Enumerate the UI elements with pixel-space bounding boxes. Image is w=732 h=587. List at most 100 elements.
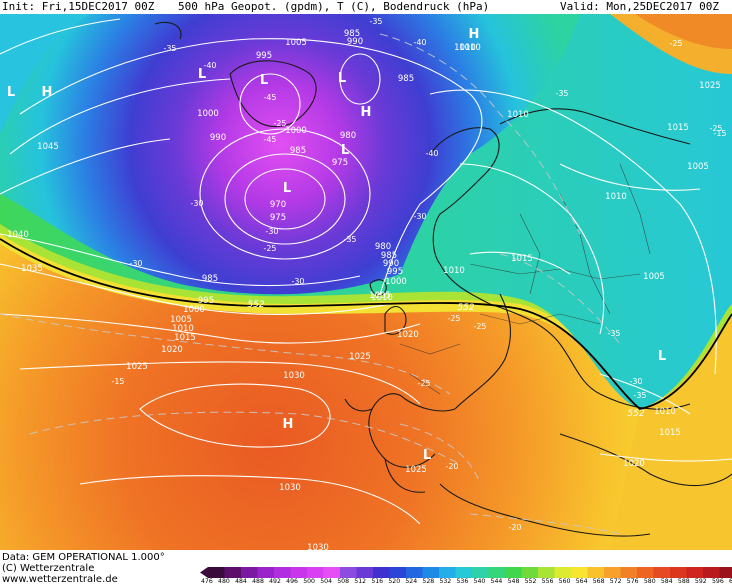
pressure-center-label: H bbox=[361, 105, 372, 120]
legend-tick: 596 bbox=[711, 578, 724, 585]
map-canvas: 1005 985 990 995 1010 985 1000 990 1000 … bbox=[0, 14, 732, 550]
temp-label: -30 bbox=[190, 199, 203, 208]
temp-label: -40 bbox=[413, 38, 426, 47]
init-time: Init: Fri,15DEC2017 00Z bbox=[2, 0, 155, 13]
pressure-label: 1005 bbox=[643, 272, 665, 282]
pressure-label: 1015 bbox=[667, 123, 689, 133]
legend-tick: 580 bbox=[643, 578, 656, 585]
pressure-label: 1015 bbox=[174, 333, 196, 343]
temp-label: -35 bbox=[607, 329, 620, 338]
legend-swatch bbox=[505, 567, 522, 578]
legend-swatch bbox=[224, 567, 242, 578]
legend-swatch bbox=[406, 567, 423, 578]
temp-label: -25 bbox=[273, 119, 286, 128]
temp-label: -35 bbox=[555, 89, 568, 98]
temp-label: -35 bbox=[343, 235, 356, 244]
legend-tick: 568 bbox=[592, 578, 605, 585]
weather-map: 1005 985 990 995 1010 985 1000 990 1000 … bbox=[0, 14, 732, 550]
legend-tick: 592 bbox=[694, 578, 707, 585]
pressure-label: 985 bbox=[398, 74, 414, 84]
temp-label: -30 bbox=[129, 259, 142, 268]
legend-tick: 476 bbox=[201, 578, 213, 585]
legend-swatch bbox=[290, 567, 308, 578]
website-link[interactable]: www.wetterzentrale.de bbox=[2, 574, 118, 585]
pressure-label: 1010 bbox=[172, 324, 194, 334]
temp-label: -25 bbox=[447, 314, 460, 323]
pressure-label: 980 bbox=[340, 131, 356, 141]
pressure-label: 1010 bbox=[371, 293, 393, 303]
pressure-label: 995 bbox=[256, 51, 272, 61]
pressure-label: 1025 bbox=[405, 465, 427, 475]
legend-swatch bbox=[274, 567, 291, 578]
temp-label: -30 bbox=[413, 212, 426, 221]
pressure-label: 1000 bbox=[385, 277, 407, 287]
geopotential-552-contour bbox=[0, 238, 732, 410]
legend-swatch bbox=[703, 567, 720, 578]
legend-arrow-left bbox=[200, 567, 208, 578]
legend-swatch bbox=[653, 567, 671, 578]
legend-tick: 496 bbox=[286, 578, 298, 585]
legend-swatch bbox=[307, 567, 324, 578]
legend-swatch bbox=[241, 567, 258, 578]
legend-tick: 528 bbox=[422, 578, 435, 585]
coastlines bbox=[154, 21, 732, 537]
temp-label: -45 bbox=[263, 93, 276, 102]
pressure-center-label: L bbox=[260, 73, 268, 88]
pressure-center-label: L bbox=[341, 143, 349, 158]
temperature-contours bbox=[0, 33, 621, 535]
pressure-center-label: L bbox=[7, 85, 15, 100]
temp-label: -35 bbox=[369, 17, 382, 26]
legend-tick: 524 bbox=[405, 578, 418, 585]
pressure-label: 1020 bbox=[161, 345, 183, 355]
pressure-label: 1010 bbox=[507, 110, 529, 120]
legend-swatch bbox=[257, 567, 275, 578]
pressure-label: 1010 bbox=[654, 407, 676, 417]
pressure-label: 1005 bbox=[170, 315, 192, 325]
data-source: Data: GEM OPERATIONAL 1.000° bbox=[2, 552, 165, 563]
legend-tick: 484 bbox=[235, 578, 247, 585]
pressure-label: 985 bbox=[202, 274, 218, 284]
pressure-label: 1010 bbox=[459, 43, 481, 53]
legend-tick: 480 bbox=[218, 578, 230, 585]
legend-swatch bbox=[554, 567, 572, 578]
legend-tick: 584 bbox=[660, 578, 673, 585]
legend-swatch bbox=[521, 567, 539, 578]
pressure-centers: L H L L L L L H H H L L bbox=[7, 27, 666, 463]
pressure-center-label: H bbox=[469, 27, 480, 42]
pressure-label: 985 bbox=[381, 251, 397, 261]
legend-swatch bbox=[719, 567, 732, 578]
legend-tick: 556 bbox=[541, 578, 554, 585]
color-legend-swatches bbox=[200, 567, 732, 578]
isobars bbox=[0, 18, 732, 525]
legend-swatch bbox=[538, 567, 555, 578]
legend-tick: 536 bbox=[456, 578, 469, 585]
geopotential-labels: 552 552 552 bbox=[247, 300, 644, 419]
pressure-label: 990 bbox=[210, 133, 226, 143]
warm-corner-ne-inner bbox=[635, 14, 732, 49]
pressure-label: 975 bbox=[270, 213, 286, 223]
pressure-label: 1020 bbox=[623, 459, 645, 469]
pressure-center-label: H bbox=[42, 85, 53, 100]
pressure-label: 980 bbox=[375, 242, 391, 252]
legend-swatch bbox=[637, 567, 654, 578]
legend-swatch bbox=[620, 567, 638, 578]
pressure-label: 1030 bbox=[279, 483, 301, 493]
legend-swatch bbox=[373, 567, 390, 578]
legend-swatch bbox=[455, 567, 473, 578]
legend-swatch bbox=[422, 567, 440, 578]
legend-swatch bbox=[472, 567, 489, 578]
temp-label: -25 bbox=[669, 39, 682, 48]
legend-swatch bbox=[323, 567, 341, 578]
pressure-label: 1035 bbox=[21, 264, 43, 274]
legend-tick: 508 bbox=[337, 578, 350, 585]
valid-time: Valid: Mon,25DEC2017 00Z bbox=[560, 0, 719, 13]
copyright: (C) Wetterzentrale bbox=[2, 563, 95, 574]
legend-tick: 532 bbox=[439, 578, 452, 585]
color-legend bbox=[200, 567, 732, 578]
legend-tick: 600 bbox=[729, 578, 732, 585]
legend-tick: 544 bbox=[490, 578, 503, 585]
pressure-label: 1005 bbox=[687, 162, 709, 172]
temp-label: -25 bbox=[417, 379, 430, 388]
geopotential-label: 552 bbox=[457, 303, 474, 313]
pressure-label: 1005 bbox=[285, 38, 307, 48]
